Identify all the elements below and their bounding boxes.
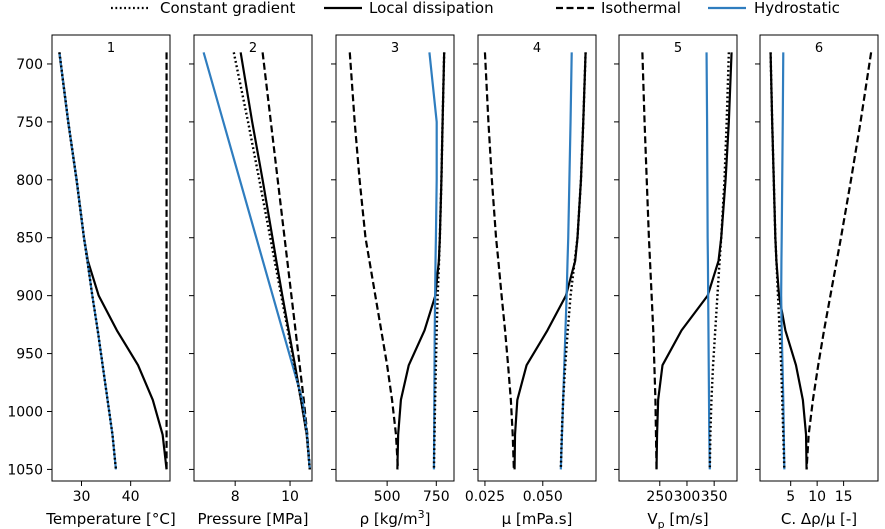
y-tick-label: 1050 [7,462,43,478]
x-tick-label: 15 [835,489,853,505]
x-tick-label: 500 [374,489,401,505]
x-tick-label: 250 [646,489,673,505]
x-tick-label: 30 [73,489,91,505]
panel-1: 1 30 40 700 750 800 850 900 950 1000 1050 Temperatu… [7,34,176,528]
series-line-hydrostatic [202,52,311,470]
x-tick-label: 0.025 [465,489,505,505]
series-line-isothermal [805,52,873,470]
legend-label-isothermal: Isothermal [601,0,681,17]
panel-2: 2 8 10 Pressure [MPa] [189,34,313,528]
x-tick-label: 350 [701,489,728,505]
legend-label-hydrostatic: Hydrostatic [754,0,840,17]
series-line-constant-gradient [232,52,311,470]
panel-5: 5 250 300 350 Vp [m/s] [614,34,738,529]
panel-4: 4 0.025 0.050 μ [mPa.s] [465,34,597,528]
x-axis-label-part: C. Δρ/μ [-] [781,510,857,528]
series-line-constant-gradient [559,52,587,470]
panel-6-frame [759,34,879,482]
panel-1-series [58,52,168,470]
series-line-local-dissipation [513,52,587,470]
series-line-hydrostatic [705,52,711,470]
series-line-hydrostatic [780,52,786,470]
x-axis-label: ρ [kg/m3] [360,508,431,528]
x-axis-label: Vp [m/s] [647,510,708,529]
series-line-local-dissipation [396,52,446,470]
x-tick-label: 10 [808,489,826,505]
x-axis-label-part: μ [mPa.s] [502,510,573,528]
x-axis-label-part: V [647,510,658,528]
x-tick-label: 0.050 [523,489,563,505]
legend: Constant gradient Local dissipation Isothe… [111,0,840,17]
series-line-hydrostatic [559,52,573,470]
series-line-constant-gradient [58,52,118,470]
series-line-constant-gradient [708,52,731,470]
legend-label-local-dissipation: Local dissipation [369,0,494,17]
panel-6: 6 5 10 15 C. Δρ/μ [-] [755,34,879,528]
legend-label-constant-gradient: Constant gradient [160,0,296,17]
x-axis-label-part: Temperature [°C] [45,510,175,528]
x-axis-label-part: 3 [418,508,425,521]
series-line-isothermal [483,52,515,470]
series-line-local-dissipation [655,52,733,470]
panel-title: 1 [107,41,115,56]
y-tick-label: 950 [16,347,43,363]
y-tick-label: 1000 [7,404,43,420]
panel-6-series [769,52,873,470]
x-axis-label: μ [mPa.s] [502,510,573,528]
x-tick-label: 5 [786,489,795,505]
x-tick-label: 10 [281,489,299,505]
x-axis-label: Pressure [MPa] [197,510,308,528]
series-line-isothermal [641,52,658,470]
y-tick-label: 850 [16,231,43,247]
x-axis-label: C. Δρ/μ [-] [781,510,857,528]
panel-3-series [348,52,446,470]
panels: 1 30 40 700 750 800 850 900 950 1000 1050 Temperatu… [7,34,879,529]
panel-title: 2 [249,41,257,56]
panel-3-frame [335,34,455,482]
x-tick-label: 300 [674,489,701,505]
x-axis-label-part: [m/s] [665,510,709,528]
panel-title: 5 [674,41,682,56]
panel-title: 4 [533,41,541,56]
panel-2-series [202,52,311,470]
x-tick-label: 40 [122,489,140,505]
series-line-local-dissipation [58,52,168,470]
series-line-isothermal [348,52,400,470]
panel-5-frame [618,34,738,482]
panel-2-frame [193,34,313,482]
panel-5-series [641,52,733,470]
series-line-hydrostatic [428,52,438,470]
panel-1-frame [51,34,171,482]
x-axis-label: Temperature [°C] [45,510,175,528]
x-tick-label: 750 [423,489,450,505]
y-tick-label: 900 [16,289,43,305]
x-axis-label-part: ] [425,510,431,528]
panel-title: 6 [815,41,823,56]
x-axis-label-part: ρ [kg/m [360,510,418,528]
panel-4-series [483,52,587,470]
series-line-constant-gradient [432,52,446,470]
x-axis-label-part: Pressure [MPa] [197,510,308,528]
y-tick-label: 800 [16,173,43,189]
x-tick-label: 8 [231,489,240,505]
y-tick-label: 750 [16,115,43,131]
panel-title: 3 [391,41,399,56]
panel-4-frame [477,34,597,482]
x-axis-label-part: p [658,518,665,529]
series-line-constant-gradient [769,52,786,470]
y-tick-label: 700 [16,57,43,73]
